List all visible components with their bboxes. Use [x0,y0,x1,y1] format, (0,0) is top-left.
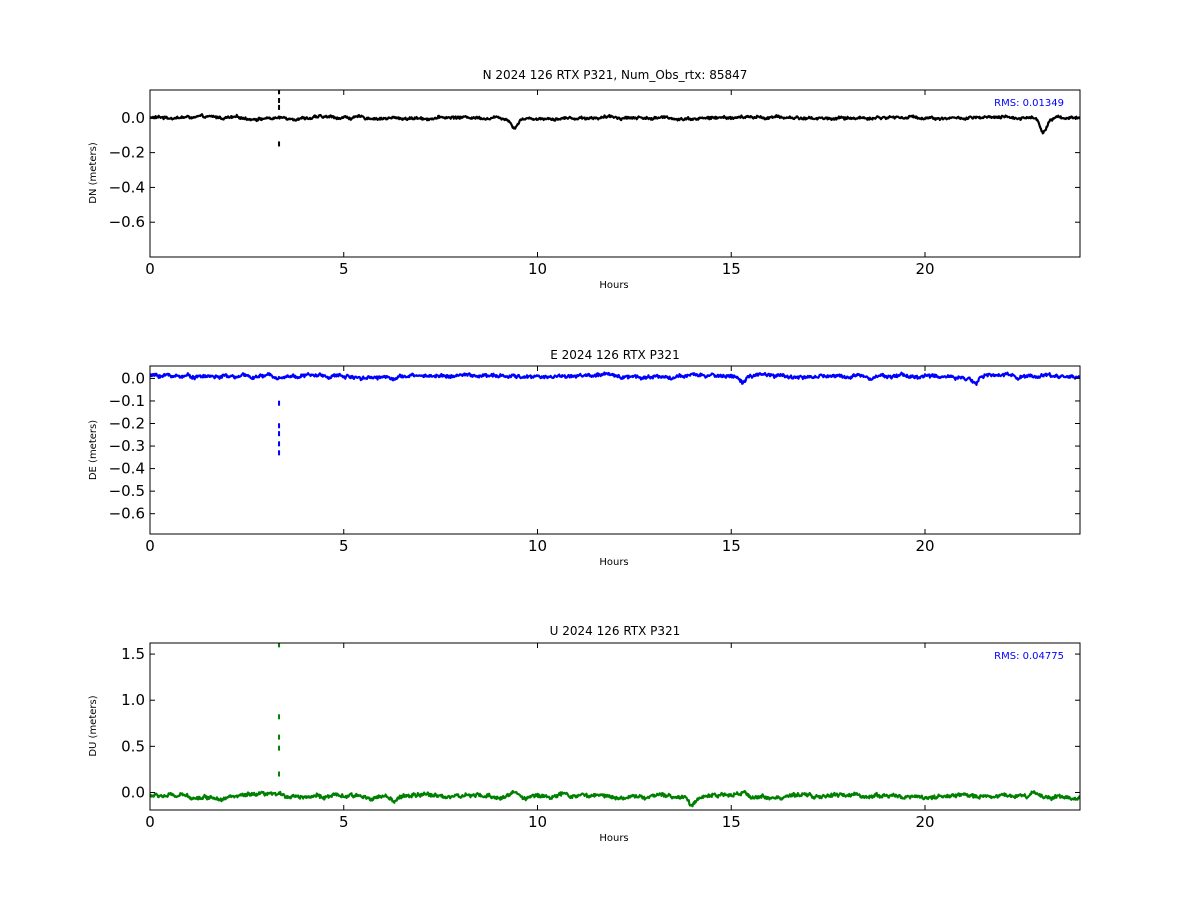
north-ytick-label: −0.2 [109,144,145,162]
east-title: E 2024 126 RTX P321 [550,348,679,362]
east-axes-frame [149,365,1081,535]
up-series-line [150,789,1080,808]
east-panel: E 2024 126 RTX P321 DE (meters) Hours 0 5… [88,348,1081,568]
east-xlabel: Hours [599,557,628,568]
east-ytick-label: −0.2 [109,415,145,433]
east-xtick-label: 20 [915,537,934,555]
north-axes-frame [149,89,1081,258]
east-xtick-label: 10 [528,537,547,555]
up-plot-area: 0 5 10 15 20 1.5 1.0 0.5 0.0 [121,642,1081,831]
up-rms-label: RMS: 0.04775 [994,651,1064,662]
east-outlier-point [278,423,281,429]
north-xtick-label: 15 [722,260,741,278]
north-panel: N 2024 126 RTX P321, Num_Obs_rtx: 85847 … [88,68,1081,291]
east-ylabel: DE (meters) [88,420,99,480]
north-outlier-point [278,97,281,103]
north-outlier-point [278,141,281,147]
up-xtick-label: 20 [915,813,934,831]
up-ytick-label: 1.5 [121,645,145,663]
up-outlier-point [278,734,281,740]
east-ytick-label: 0.0 [121,369,145,387]
up-outlier-point [278,745,281,751]
east-xtick-label: 15 [722,537,741,555]
north-xtick-label: 5 [339,260,349,278]
up-title: U 2024 126 RTX P321 [550,624,681,638]
east-outlier-point [278,450,281,456]
up-ytick-label: 0.5 [121,737,145,755]
up-xtick-label: 10 [528,813,547,831]
north-outlier-point [278,90,281,95]
east-ytick-label: −0.6 [109,505,145,523]
up-xtick-label: 15 [722,813,741,831]
north-xtick-label: 10 [528,260,547,278]
east-ytick-label: −0.1 [109,392,145,410]
up-ytick-label: 1.0 [121,691,145,709]
east-outlier-point [278,431,281,437]
north-xtick-label: 0 [145,260,155,278]
up-outlier-point [278,714,281,720]
east-ytick-label: −0.5 [109,482,145,500]
up-panel: U 2024 126 RTX P321 DU (meters) Hours RM… [88,624,1081,844]
east-outlier-point [278,400,281,406]
north-title: N 2024 126 RTX P321, Num_Obs_rtx: 85847 [483,68,748,82]
north-rms-label: RMS: 0.01349 [994,98,1064,109]
east-series-line [150,371,1080,386]
up-ytick-label: 0.0 [121,783,145,801]
north-ytick-label: 0.0 [121,109,145,127]
up-ylabel: DU (meters) [88,695,99,756]
east-xtick-label: 5 [339,537,349,555]
north-outlier-point [278,104,281,110]
north-xlabel: Hours [599,280,628,291]
north-xtick-label: 20 [915,260,934,278]
north-series-line [150,113,1080,135]
north-ylabel: DN (meters) [88,142,99,204]
up-xtick-label: 5 [339,813,349,831]
east-ytick-label: −0.4 [109,460,145,478]
east-ytick-label: −0.3 [109,437,145,455]
up-outlier-point [278,643,281,648]
up-xtick-label: 0 [145,813,155,831]
up-outlier-point [278,771,281,777]
east-outlier-point [278,441,281,447]
up-xlabel: Hours [599,833,628,844]
east-xtick-label: 0 [145,537,155,555]
north-ytick-label: −0.6 [109,213,145,231]
up-axes-frame [149,642,1081,811]
north-plot-area: 0 5 10 15 20 0.0 −0.2 −0.4 −0.6 [109,89,1081,278]
east-plot-area: 0 5 10 15 20 0.0 −0.1 −0.2 −0.3 −0.4 −0.5 −0.6 [109,365,1081,555]
north-ytick-label: −0.4 [109,178,145,196]
